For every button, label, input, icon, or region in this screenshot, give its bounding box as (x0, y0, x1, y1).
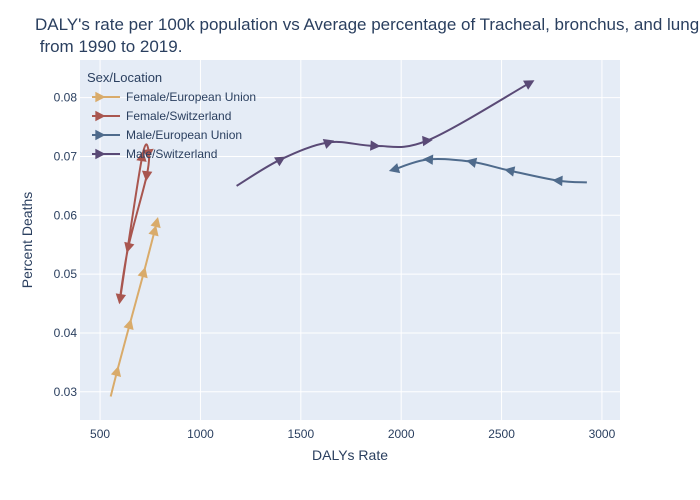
x-tick-label: 500 (90, 427, 110, 441)
legend-swatch-marker (95, 110, 106, 122)
legend-swatch-marker (95, 91, 106, 103)
legend-item[interactable]: Female/Switzerland (92, 109, 231, 123)
y-tick-label: 0.04 (54, 326, 78, 340)
data-point-marker (504, 166, 516, 177)
data-point-marker (141, 170, 153, 182)
y-tick-label: 0.03 (54, 385, 78, 399)
grid-layer (80, 60, 620, 420)
y-tick-label: 0.05 (54, 267, 78, 281)
data-point-marker (370, 140, 381, 151)
y-tick-label: 0.06 (54, 208, 78, 222)
data-point-marker (466, 157, 478, 168)
y-tick-label: 0.08 (54, 91, 78, 105)
series-layer (109, 80, 587, 397)
legend-item[interactable]: Male/European Union (92, 128, 242, 142)
legend-label: Male/Switzerland (126, 147, 217, 161)
legend-label: Female/European Union (126, 90, 256, 104)
x-tick-label: 1000 (187, 427, 214, 441)
data-point-marker (123, 318, 134, 330)
series-group (115, 143, 154, 305)
x-tick-label: 3000 (589, 427, 616, 441)
data-point-marker (322, 138, 335, 149)
data-point-marker (137, 267, 148, 279)
legend-label: Female/Switzerland (126, 109, 231, 123)
x-tick-label: 1500 (287, 427, 314, 441)
chart-title-line-1: DALY's rate per 100k population vs Avera… (35, 15, 699, 34)
data-point-marker (136, 151, 147, 162)
legend-swatch-marker (95, 148, 106, 160)
series-group (109, 217, 161, 397)
legend-item[interactable]: Female/European Union (92, 90, 256, 104)
data-point-marker (523, 80, 535, 90)
data-point-marker (115, 293, 127, 305)
data-point-marker (142, 148, 154, 159)
data-point-marker (148, 225, 159, 237)
x-tick-label: 2500 (488, 427, 515, 441)
data-point-marker (422, 135, 433, 147)
chart-title-line-2: from 1990 to 2019. (35, 37, 182, 56)
data-point-marker (422, 154, 434, 165)
data-point-marker (552, 175, 563, 187)
legend-swatch-marker (95, 129, 106, 141)
data-point-marker (110, 365, 122, 377)
data-point-marker (388, 163, 401, 174)
y-axis-title: Percent Deaths (19, 192, 35, 289)
x-tick-label: 2000 (388, 427, 415, 441)
series-group (388, 154, 587, 187)
y-tick-label: 0.07 (54, 149, 78, 163)
legend-label: Male/European Union (126, 128, 242, 142)
chart-title: DALY's rate per 100k population vs Avera… (35, 15, 699, 56)
data-point-marker (150, 217, 161, 229)
legend: Sex/Location Female/European Union Female… (87, 70, 256, 161)
x-axis-title: DALYs Rate (312, 447, 388, 463)
plot-area (80, 60, 620, 420)
ticks-layer: 500 1000 1500 2000 2500 3000 0.03 0.04 0.05 0.06 0… (54, 91, 616, 441)
data-point-marker (124, 241, 135, 253)
legend-item[interactable]: Male/Switzerland (92, 147, 217, 161)
series-group (236, 80, 535, 187)
data-point-marker (274, 156, 286, 167)
legend-title: Sex/Location (87, 70, 162, 85)
